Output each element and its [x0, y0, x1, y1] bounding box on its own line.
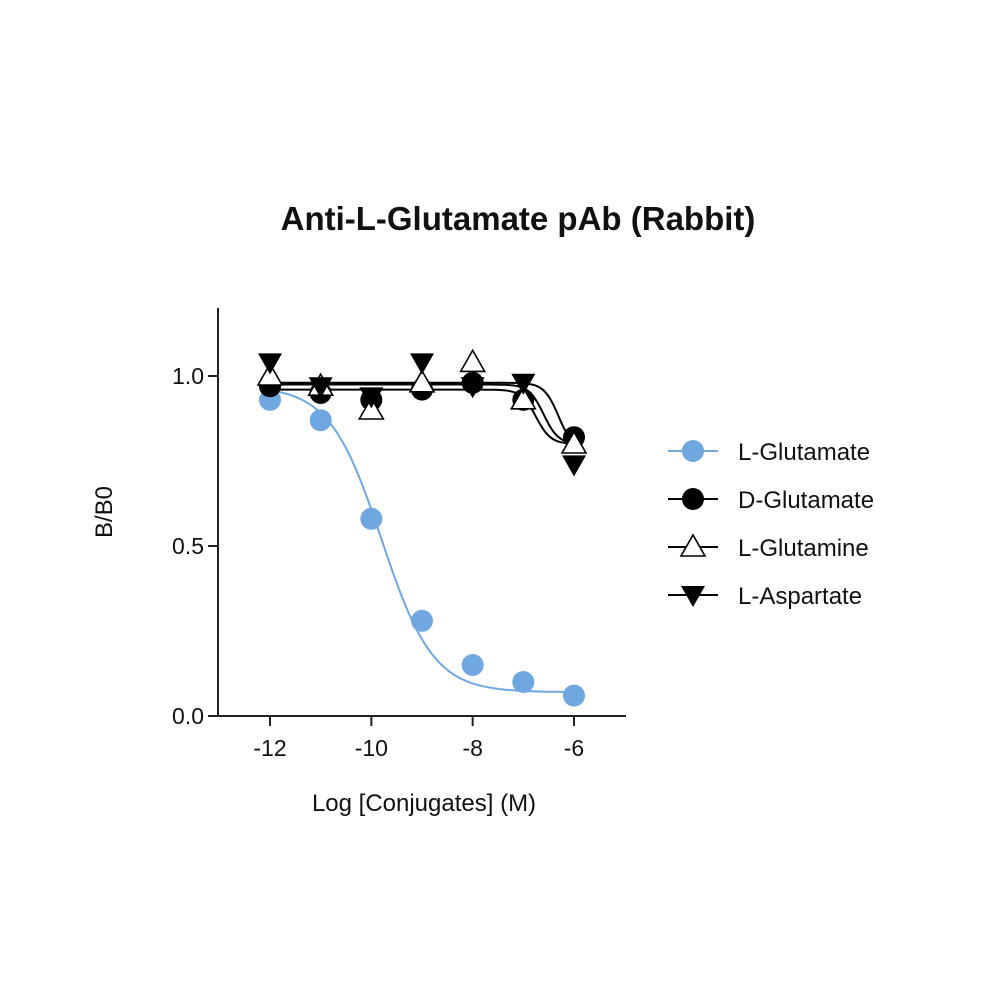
- data-point: [360, 507, 383, 530]
- y-axis-ticks: 0.0 0.5 1.0: [172, 363, 218, 729]
- chart-title: Anti-L-Glutamate pAb (Rabbit): [281, 200, 756, 237]
- legend-item-l-glutamate: L-Glutamate: [668, 439, 870, 466]
- legend-label: L-Glutamate: [738, 439, 870, 466]
- legend-marker: [679, 533, 707, 557]
- legend-item-l-glutamine: L-Glutamine: [668, 533, 869, 562]
- data-point: [411, 609, 433, 632]
- plot-area: [256, 348, 588, 707]
- x-tick-label: -12: [253, 735, 286, 761]
- x-tick-label: -8: [462, 735, 482, 761]
- x-tick-label: -10: [355, 735, 388, 761]
- data-point: [459, 348, 487, 373]
- legend-marker: [682, 440, 704, 462]
- fit-curve-l-glutamate: [269, 389, 574, 693]
- series-l-glutamine: [256, 348, 588, 454]
- legend-item-l-aspartate: L-Aspartate: [668, 583, 862, 610]
- data-point: [359, 387, 384, 409]
- data-point: [408, 369, 436, 393]
- data-point: [309, 409, 332, 432]
- data-point: [563, 684, 585, 707]
- legend: L-Glutamate D-Glutamate L-Glutamine L-Aspar…: [668, 439, 874, 610]
- legend-label: L-Glutamine: [738, 535, 869, 562]
- data-point: [256, 362, 284, 386]
- data-point: [357, 396, 385, 420]
- x-axis-label: Log [Conjugates] (M): [312, 790, 536, 817]
- data-point: [461, 654, 484, 676]
- data-point: [410, 353, 434, 375]
- data-point: [509, 386, 537, 410]
- data-point: [460, 377, 485, 399]
- y-tick-label: 1.0: [172, 363, 204, 389]
- series-l-glutamate: [259, 388, 585, 707]
- y-tick-label: 0.5: [172, 533, 204, 559]
- legend-marker: [682, 488, 704, 510]
- legend-label: L-Aspartate: [738, 583, 862, 610]
- y-axis-label: B/B0: [91, 486, 118, 538]
- data-point: [560, 430, 588, 454]
- data-point: [512, 671, 535, 693]
- data-point: [511, 373, 536, 395]
- x-tick-label: -6: [564, 735, 584, 761]
- y-tick-label: 0.0: [172, 703, 204, 729]
- legend-marker: [681, 586, 705, 607]
- data-points: [256, 348, 588, 707]
- legend-label: D-Glutamate: [738, 487, 874, 514]
- series-l-aspartate: [258, 353, 586, 477]
- data-point: [258, 353, 282, 375]
- x-axis-ticks: -12 -10 -8 -6: [253, 716, 584, 761]
- data-point: [562, 455, 586, 477]
- data-point: [308, 377, 333, 399]
- legend-item-d-glutamate: D-Glutamate: [668, 487, 874, 514]
